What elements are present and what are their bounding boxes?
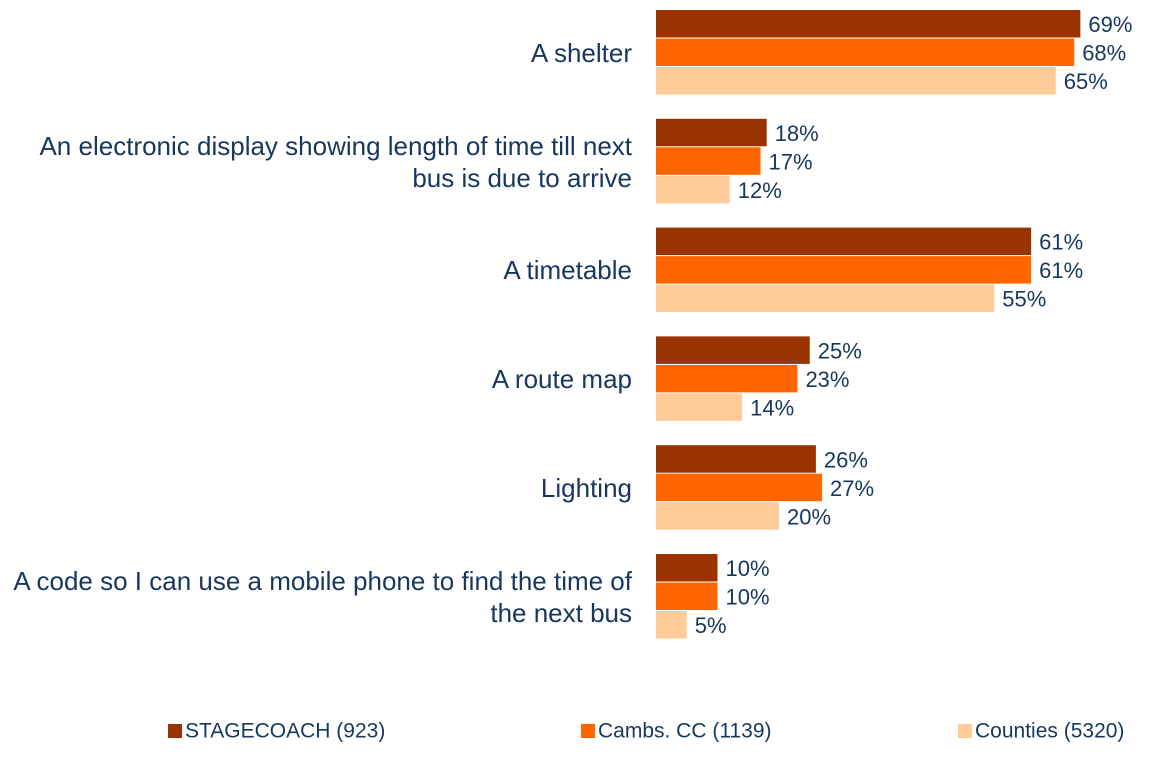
legend-swatch <box>958 724 972 738</box>
value-label: 26% <box>824 447 868 472</box>
value-label: 68% <box>1082 41 1126 66</box>
bar <box>656 284 995 313</box>
category-label: An electronic display showing length of … <box>39 130 632 193</box>
category-label: A timetable <box>503 255 632 286</box>
value-label: 55% <box>1002 287 1046 312</box>
bar <box>656 38 1075 66</box>
value-label: 12% <box>738 178 782 203</box>
bar <box>656 502 779 530</box>
value-label: 14% <box>750 395 794 420</box>
legend-label: STAGECOACH (923) <box>185 720 385 743</box>
value-label: 61% <box>1039 258 1083 283</box>
bar <box>656 147 761 175</box>
bar <box>656 67 1056 95</box>
bar <box>656 473 823 502</box>
value-label: 61% <box>1039 230 1083 255</box>
value-label: 23% <box>805 367 849 392</box>
value-label: 27% <box>830 476 874 501</box>
bar <box>656 175 730 204</box>
category-label: A shelter <box>530 37 632 68</box>
legend-label: Cambs. CC (1139) <box>598 720 772 743</box>
value-label: 10% <box>726 556 770 581</box>
bar <box>656 554 718 582</box>
category-label: Lighting <box>540 472 632 503</box>
bar <box>656 445 816 473</box>
value-label: 17% <box>769 149 813 174</box>
bar <box>656 582 718 610</box>
value-label: 65% <box>1064 69 1108 94</box>
bar <box>656 393 743 421</box>
value-label: 5% <box>695 613 727 638</box>
value-label: 69% <box>1088 12 1132 37</box>
bar <box>656 10 1081 38</box>
legend-swatch <box>581 724 595 738</box>
value-label: 20% <box>787 504 831 529</box>
bar <box>656 118 767 147</box>
bar <box>656 227 1032 256</box>
category-label: A code so I can use a mobile phone to fi… <box>13 565 632 628</box>
value-label: 18% <box>775 121 819 146</box>
legend-swatch <box>168 724 182 738</box>
bar <box>656 611 687 639</box>
bar <box>656 336 810 364</box>
category-label: A route map <box>491 364 632 395</box>
value-label: 25% <box>818 338 862 363</box>
bar <box>656 256 1032 284</box>
bar <box>656 364 798 393</box>
value-label: 10% <box>726 585 770 610</box>
legend-label: Counties (5320) <box>975 720 1124 743</box>
